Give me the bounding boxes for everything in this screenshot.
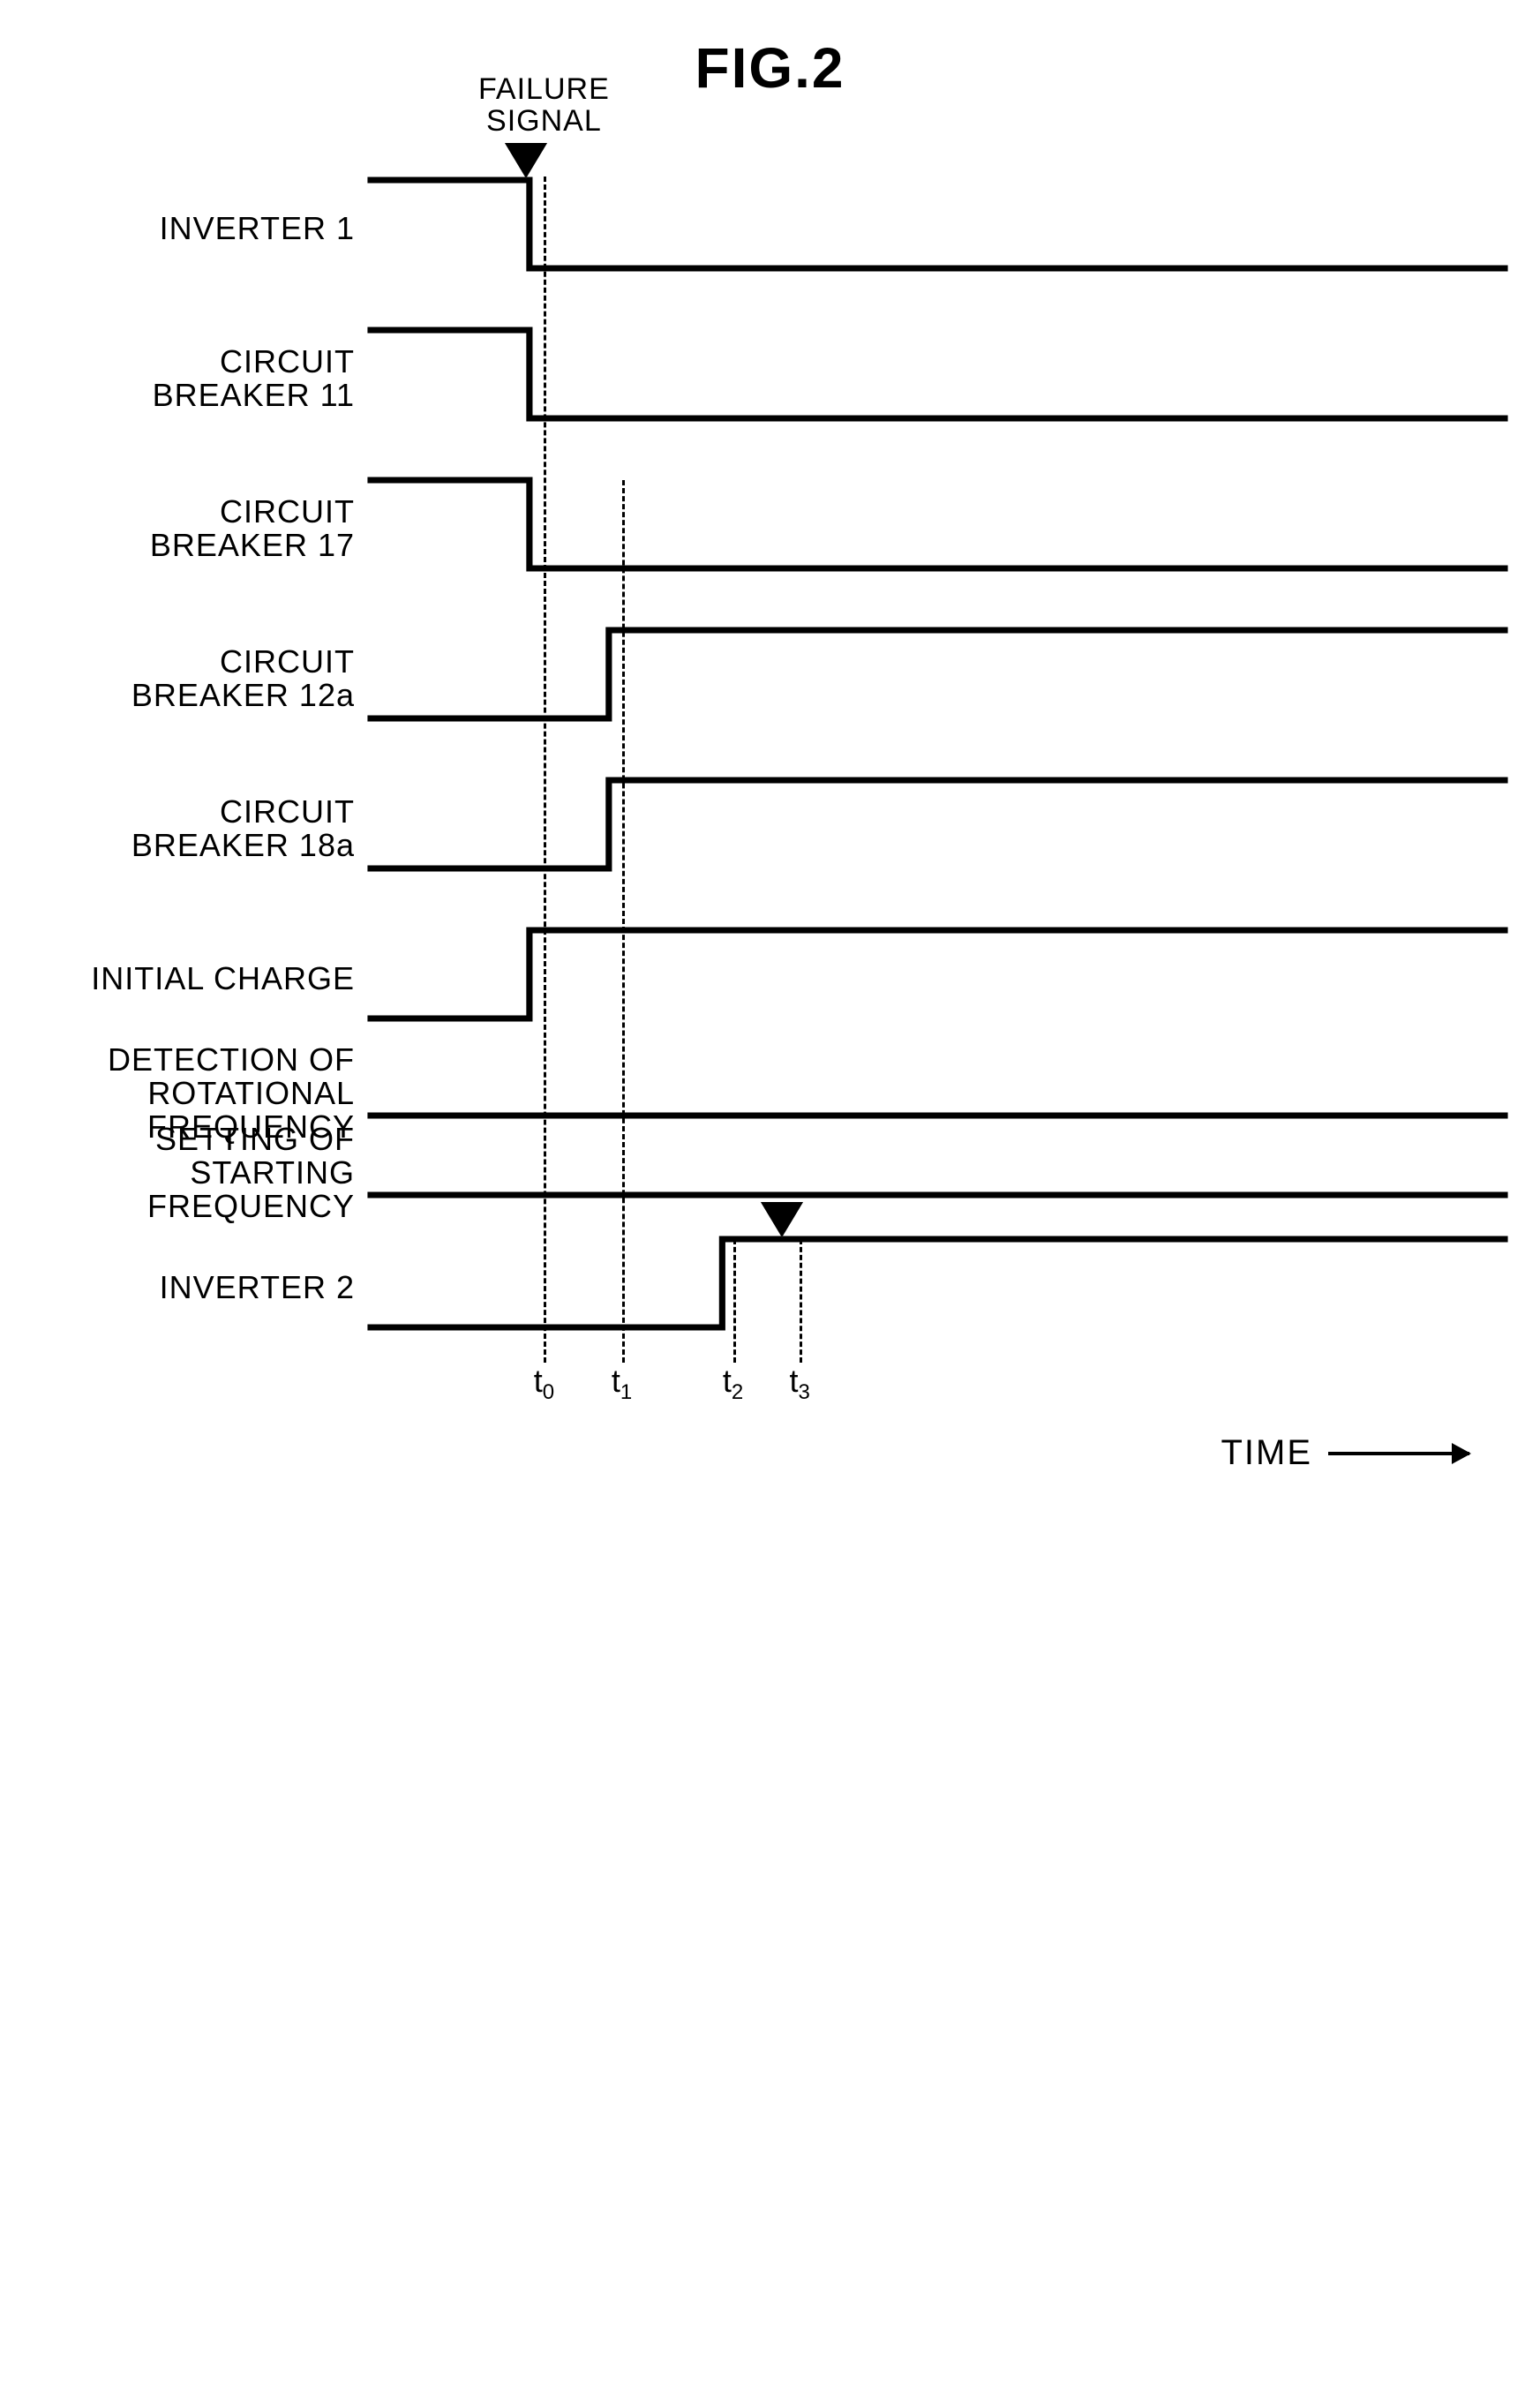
figure-title: FIG.2 (35, 35, 1505, 101)
signal-plot (371, 154, 1505, 304)
timing-chart: FAILURE SIGNAL INVERTER 1CIRCUIT BREAKER… (53, 154, 1505, 1486)
time-tick: t2 (723, 1363, 743, 1405)
signal-row: CIRCUIT BREAKER 12a (53, 604, 1505, 754)
signal-label: CIRCUIT BREAKER 17 (53, 495, 371, 562)
time-tick: t0 (534, 1363, 554, 1405)
failure-signal-label: FAILURE SIGNAL (478, 74, 610, 137)
signal-plot (371, 904, 1505, 1054)
signal-plot (371, 1054, 1505, 1133)
time-marker-line (800, 1239, 802, 1363)
time-tick: t3 (790, 1363, 810, 1405)
signal-label: CIRCUIT BREAKER 11 (53, 345, 371, 412)
event-marker-icon (764, 1207, 800, 1237)
signal-plot (371, 454, 1505, 604)
signal-plot (371, 754, 1505, 904)
signal-plot (371, 1133, 1505, 1213)
signal-label: SETTING OF STARTING FREQUENCY (53, 1123, 371, 1222)
event-marker-icon (508, 148, 544, 178)
signal-rows: INVERTER 1 CIRCUIT BREAKER 11 CIRCUIT BREA… (53, 154, 1505, 1363)
time-tick-labels: t0 t1 t2 t3 (388, 1363, 1500, 1407)
signal-row: SETTING OF STARTING FREQUENCY (53, 1133, 1505, 1213)
signal-row: INITIAL CHARGE (53, 904, 1505, 1054)
signal-plot (371, 604, 1505, 754)
time-marker-line (733, 1239, 736, 1363)
time-marker-line (622, 480, 625, 1363)
time-text: TIME (1221, 1433, 1312, 1473)
signal-label: INITIAL CHARGE (53, 962, 371, 996)
signal-row: CIRCUIT BREAKER 18a (53, 754, 1505, 904)
time-arrow-icon (1328, 1452, 1469, 1455)
signal-label: INVERTER 1 (53, 212, 371, 245)
signal-row: INVERTER 1 (53, 154, 1505, 304)
signal-plot (371, 1213, 1505, 1363)
signal-row: CIRCUIT BREAKER 11 (53, 304, 1505, 454)
time-axis: TIME (388, 1416, 1505, 1486)
signal-label: CIRCUIT BREAKER 12a (53, 645, 371, 712)
signal-row: CIRCUIT BREAKER 17 (53, 454, 1505, 604)
signal-plot (371, 304, 1505, 454)
time-tick: t1 (612, 1363, 632, 1405)
signal-row: INVERTER 2 (53, 1213, 1505, 1363)
signal-label: CIRCUIT BREAKER 18a (53, 795, 371, 862)
signal-label: INVERTER 2 (53, 1271, 371, 1304)
time-axis-label: TIME (1221, 1433, 1469, 1473)
time-marker-line (544, 177, 546, 1363)
